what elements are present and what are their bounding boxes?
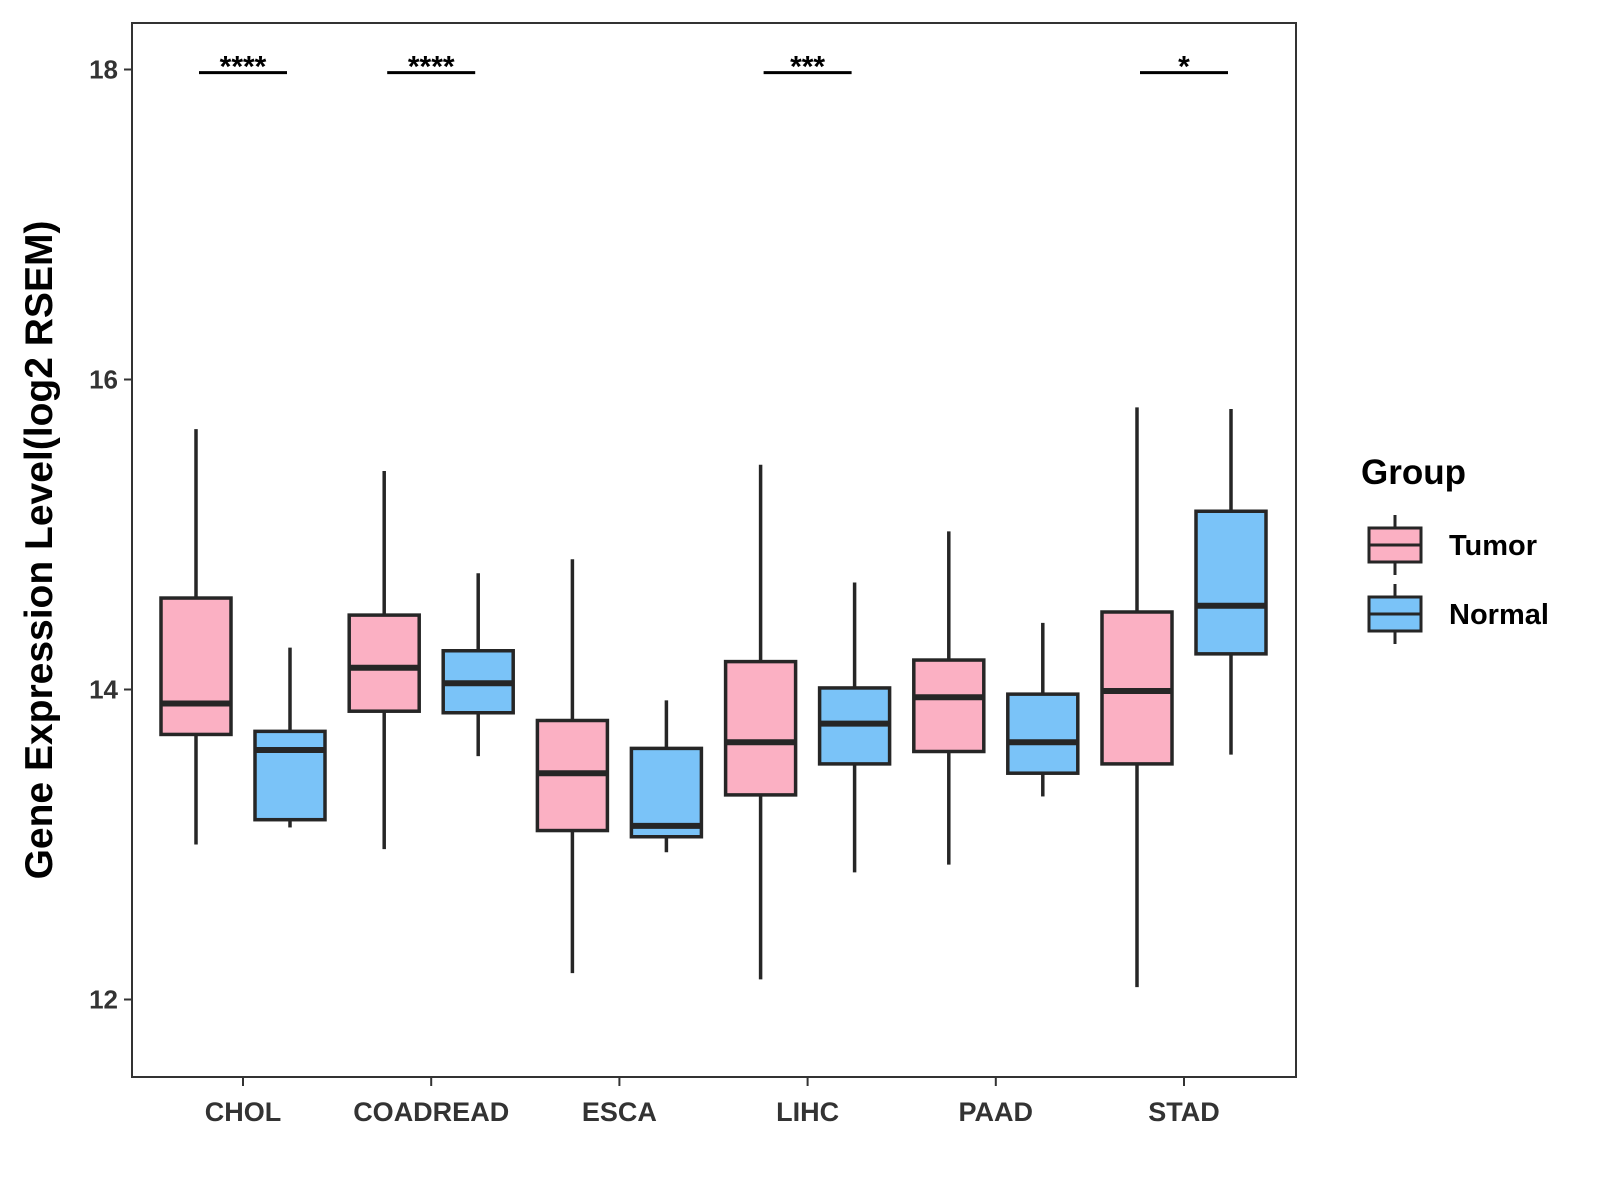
legend-label: Tumor — [1449, 530, 1537, 562]
x-tick-label: COADREAD — [353, 1097, 509, 1127]
significance-label: * — [1178, 51, 1190, 84]
box-iqr — [1100, 610, 1174, 766]
box-tumor-stad — [1100, 407, 1174, 988]
legend-label: Normal — [1449, 599, 1549, 631]
box-normal-coadread — [441, 573, 515, 757]
box-tumor-chol — [159, 429, 233, 845]
box-normal-chol — [253, 647, 327, 828]
y-tick-label: 14 — [89, 675, 118, 705]
box-iqr — [1194, 509, 1268, 656]
box-tumor-esca — [535, 559, 610, 974]
box-tumor-lihc — [723, 464, 798, 980]
box-tumor-paad — [912, 531, 986, 865]
legend-item-tumor: Tumor — [1367, 515, 1537, 575]
box-iqr — [253, 729, 327, 822]
y-axis-title: Gene Expression Level(log2 RSEM) — [18, 221, 61, 880]
box-iqr — [347, 613, 421, 713]
x-tick-label: STAD — [1148, 1097, 1220, 1127]
box-iqr — [159, 596, 233, 737]
box-normal-paad — [1006, 622, 1080, 797]
box-normal-stad — [1194, 408, 1268, 755]
x-tick-label: PAAD — [959, 1097, 1034, 1127]
box-iqr — [912, 658, 986, 754]
x-tick-label: ESCA — [582, 1097, 657, 1127]
box-normal-esca — [629, 700, 704, 853]
y-tick-label: 12 — [89, 985, 118, 1015]
y-tick-label: 16 — [89, 365, 118, 395]
significance-label: **** — [220, 51, 267, 84]
significance-label: *** — [790, 51, 825, 84]
legend-item-normal: Normal — [1367, 584, 1549, 644]
significance-label: **** — [408, 51, 455, 84]
y-tick-label: 18 — [89, 55, 118, 85]
box-tumor-coadread — [347, 470, 421, 850]
legend-title: Group — [1361, 453, 1466, 492]
x-tick-label: LIHC — [776, 1097, 839, 1127]
box-iqr — [1006, 692, 1080, 775]
panel-border — [131, 22, 1297, 1078]
legend: Group Tumor Normal — [1361, 453, 1549, 644]
box-iqr — [629, 746, 704, 839]
x-tick-label: CHOL — [205, 1097, 282, 1127]
box-normal-lihc — [817, 582, 892, 873]
box-iqr — [723, 659, 798, 797]
